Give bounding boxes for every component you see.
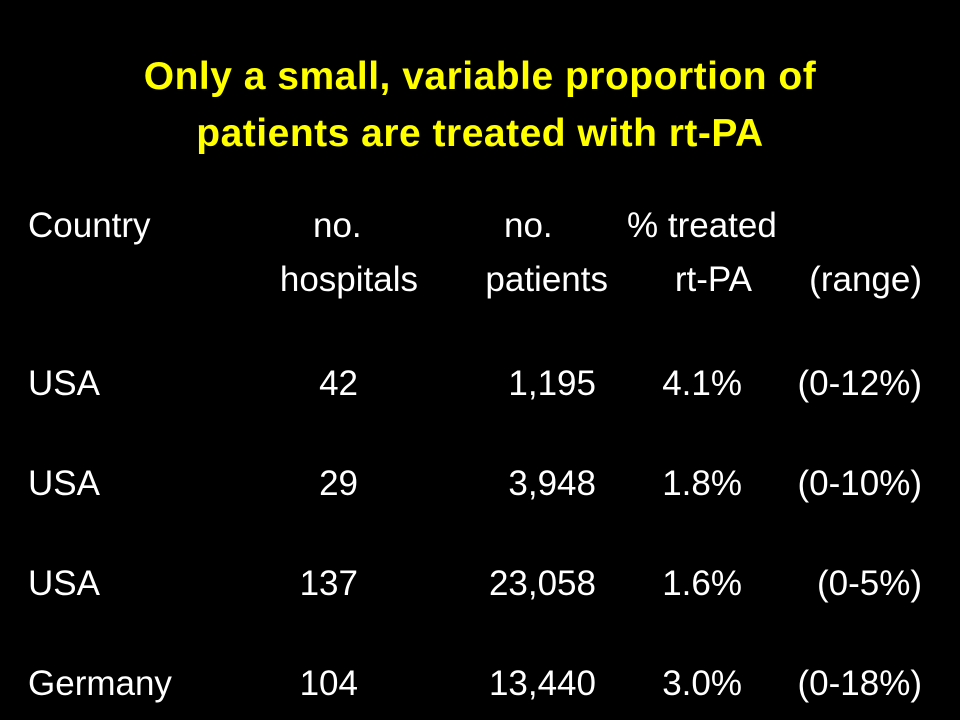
row-country: Germany: [28, 664, 172, 703]
row-treated: 3.0%: [662, 664, 742, 703]
header-patients-line1: no.: [504, 206, 553, 245]
row-range: (0-5%): [816, 564, 922, 603]
slide-title: Only a small, variable proportion of pat…: [0, 48, 960, 162]
header-treated-line2: rt-PA: [674, 260, 752, 299]
header-hospitals-line1: no.: [313, 206, 362, 245]
row-country: USA: [28, 564, 100, 603]
row-hospitals: 42: [319, 364, 358, 403]
title-line-1: Only a small, variable proportion of: [143, 55, 817, 98]
header-country: Country: [28, 206, 151, 245]
row-range: (0-18%): [797, 664, 922, 703]
title-line-2: patients are treated with rt-PA: [196, 112, 764, 155]
row-country: USA: [28, 364, 100, 403]
row-treated: 4.1%: [662, 364, 742, 403]
row-treated: 1.6%: [662, 564, 742, 603]
header-hospitals-line2: hospitals: [279, 260, 418, 299]
row-patients: 23,058: [488, 564, 596, 603]
row-country: USA: [28, 464, 100, 503]
row-patients: 3,948: [508, 464, 596, 503]
row-treated: 1.8%: [662, 464, 742, 503]
header-range: (range): [809, 260, 922, 299]
row-hospitals: 137: [299, 564, 358, 603]
row-range: (0-10%): [797, 464, 922, 503]
header-patients-line2: patients: [485, 260, 608, 299]
row-hospitals: 29: [319, 464, 358, 503]
header-treated-line1: % treated: [627, 206, 777, 245]
row-range: (0-12%): [797, 364, 922, 403]
row-patients: 13,440: [488, 664, 596, 703]
row-hospitals: 104: [299, 664, 358, 703]
row-patients: 1,195: [508, 364, 596, 403]
